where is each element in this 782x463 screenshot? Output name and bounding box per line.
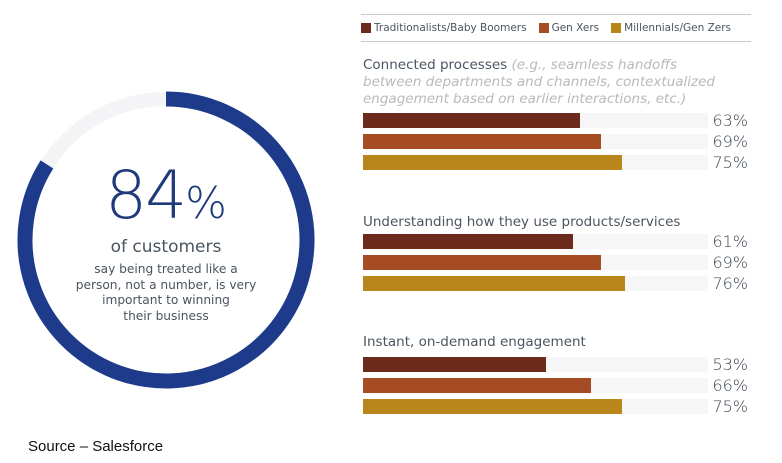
- legend-swatch: [361, 23, 371, 33]
- bar: [363, 357, 546, 372]
- bar: [363, 234, 574, 249]
- bar: [363, 113, 581, 128]
- stat-description-line: say being treated like a: [94, 262, 238, 276]
- stat-description-line: their business: [123, 308, 209, 323]
- legend-label: Traditionalists/Baby Boomers: [374, 22, 527, 34]
- category-title: Instant, on-demand engagement: [363, 334, 586, 350]
- bar-value-label: 69%: [712, 253, 748, 272]
- bar: [363, 155, 622, 170]
- bar-value-label: 63%: [712, 111, 748, 130]
- bar: [363, 399, 622, 414]
- category-title: Understanding how they use products/serv…: [363, 214, 681, 230]
- bar-value-label: 61%: [712, 232, 748, 251]
- stat-description-line: person, not a number, is very: [75, 277, 257, 292]
- category-title-text: Connected processes: [363, 57, 508, 73]
- ring-progress: [17, 91, 315, 389]
- stat-number: 84: [105, 157, 187, 234]
- legend-item: Gen Xers: [538, 22, 600, 34]
- category-note-line: (e.g., seamless handoffs: [511, 57, 677, 73]
- bar-value-label: 75%: [712, 397, 748, 416]
- bar: [363, 378, 591, 393]
- bar-value-label: 69%: [712, 132, 748, 151]
- stat-ring: [17, 91, 315, 389]
- category-note-line: engagement based on earlier interactions…: [363, 91, 687, 107]
- legend-swatch: [611, 23, 622, 33]
- bar-value-label: 76%: [712, 274, 748, 293]
- stat-value: 84%: [66, 163, 266, 229]
- legend-item: Millennials/Gen Zers: [611, 22, 731, 34]
- category-note: (e.g., seamless handoffs between departme…: [363, 57, 715, 107]
- bar: [363, 134, 602, 149]
- stat-description: say being treated like a person, not a n…: [56, 262, 276, 324]
- category-title: Connected processes (e.g., seamless hand…: [363, 57, 753, 108]
- stat-headline: of customers: [110, 237, 222, 257]
- category-note-line: between departments and channels, contex…: [363, 74, 715, 90]
- legend-swatch: [538, 23, 549, 33]
- bar: [363, 255, 602, 270]
- chart-legend: Traditionalists/Baby Boomers Gen Xers Mi…: [361, 14, 751, 42]
- stat-percent-sign: %: [185, 178, 227, 229]
- bar-value-label: 66%: [712, 376, 748, 395]
- legend-label: Gen Xers: [551, 22, 600, 34]
- legend-item: Traditionalists/Baby Boomers: [361, 22, 527, 34]
- source-caption: Source – Salesforce: [28, 438, 164, 455]
- bar: [363, 276, 626, 291]
- legend-label: Millennials/Gen Zers: [624, 22, 732, 34]
- bar-value-label: 75%: [712, 153, 748, 172]
- stat-description-line: important to winning: [102, 293, 230, 307]
- bar-value-label: 53%: [712, 355, 748, 374]
